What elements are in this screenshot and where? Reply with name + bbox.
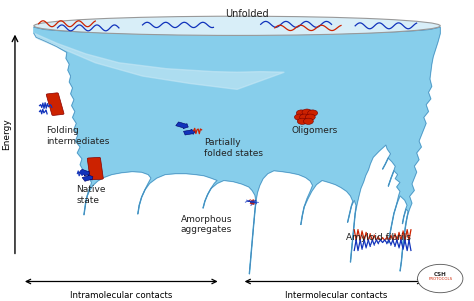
Polygon shape: [34, 33, 284, 89]
Text: Native
state: Native state: [76, 185, 106, 205]
Text: Energy: Energy: [2, 118, 11, 150]
FancyArrow shape: [176, 122, 188, 129]
Text: CSH: CSH: [434, 272, 447, 277]
Circle shape: [296, 110, 306, 116]
Ellipse shape: [34, 16, 440, 36]
Polygon shape: [34, 27, 440, 274]
Text: Intermolecular contacts: Intermolecular contacts: [285, 291, 387, 300]
Circle shape: [305, 114, 315, 120]
Circle shape: [294, 114, 304, 120]
Text: Unfolded: Unfolded: [225, 9, 268, 19]
FancyArrow shape: [79, 169, 90, 176]
Text: Amorphous
aggregates: Amorphous aggregates: [181, 215, 232, 234]
Circle shape: [297, 118, 307, 124]
FancyArrow shape: [82, 175, 93, 181]
Text: Oligomers: Oligomers: [292, 126, 337, 135]
Text: Partially
folded states: Partially folded states: [204, 138, 263, 157]
FancyBboxPatch shape: [87, 157, 103, 180]
Circle shape: [418, 264, 463, 293]
FancyBboxPatch shape: [46, 93, 64, 116]
FancyArrow shape: [183, 129, 195, 135]
Circle shape: [300, 114, 310, 120]
Text: Intramolecular contacts: Intramolecular contacts: [70, 291, 173, 300]
Text: Folding
intermediates: Folding intermediates: [46, 126, 109, 146]
Text: PROTOCOLS: PROTOCOLS: [428, 277, 452, 281]
Circle shape: [308, 110, 318, 116]
Text: Amyloid fibrils: Amyloid fibrils: [346, 233, 410, 242]
Circle shape: [302, 109, 312, 115]
Circle shape: [303, 118, 313, 124]
